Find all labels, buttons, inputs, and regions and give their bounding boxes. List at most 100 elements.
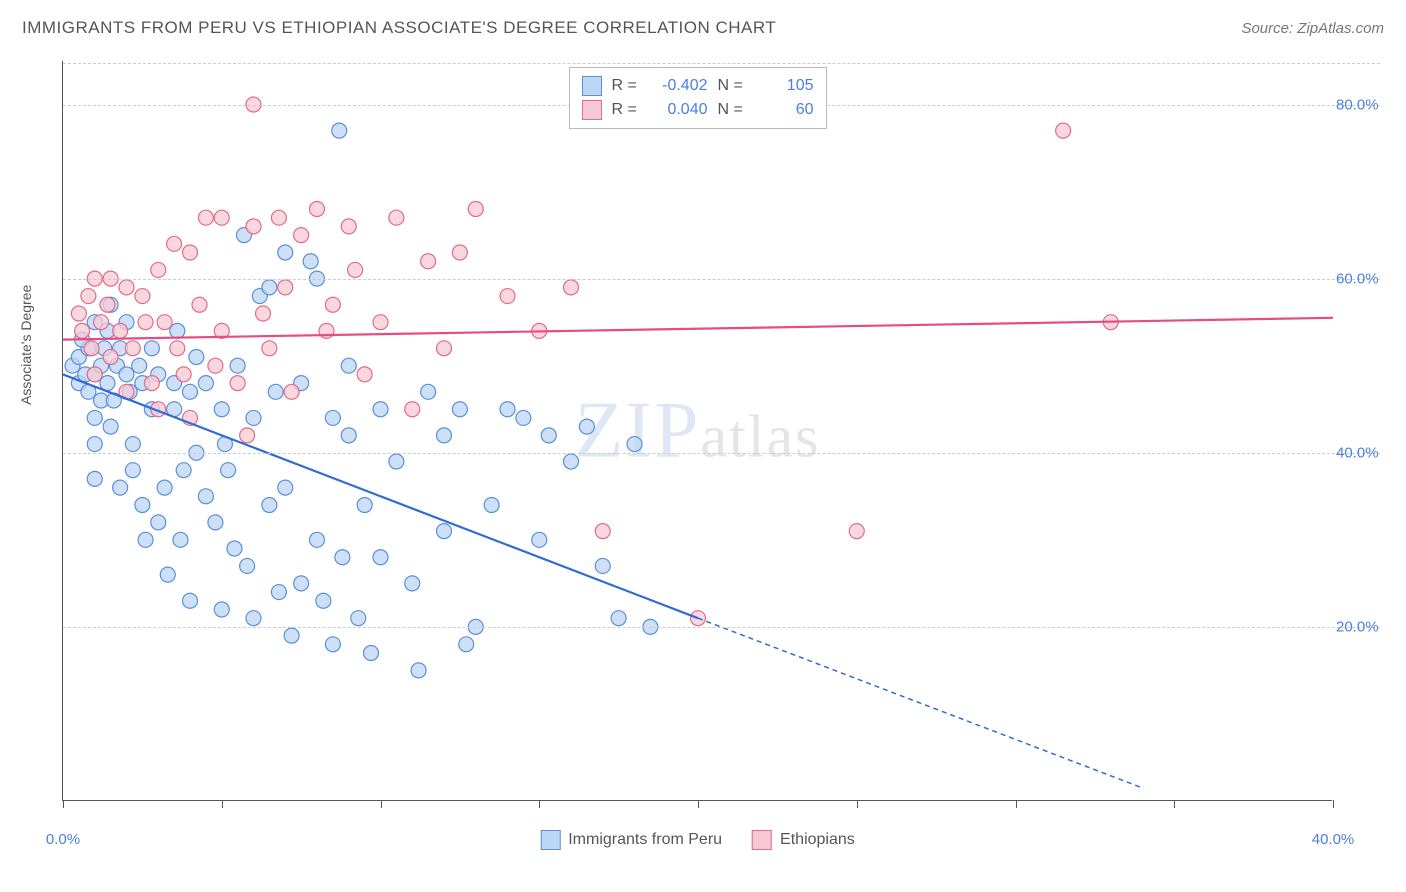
data-point bbox=[157, 480, 172, 495]
ytick-label: 20.0% bbox=[1336, 618, 1384, 635]
data-point bbox=[87, 437, 102, 452]
data-point bbox=[151, 262, 166, 277]
xtick-label: 40.0% bbox=[1312, 831, 1355, 848]
legend-r-peru: -0.402 bbox=[650, 74, 708, 98]
xtick bbox=[1333, 800, 1334, 808]
data-point bbox=[516, 410, 531, 425]
scatter-svg bbox=[63, 61, 1332, 800]
data-point bbox=[611, 611, 626, 626]
data-point bbox=[125, 341, 140, 356]
legend-r-label: R = bbox=[612, 74, 640, 98]
data-point bbox=[214, 210, 229, 225]
data-point bbox=[452, 402, 467, 417]
legend-row-peru: R = -0.402 N = 105 bbox=[582, 74, 814, 98]
data-point bbox=[421, 384, 436, 399]
data-point bbox=[316, 593, 331, 608]
ytick-label: 80.0% bbox=[1336, 96, 1384, 113]
data-point bbox=[183, 384, 198, 399]
data-point bbox=[160, 567, 175, 582]
data-point bbox=[151, 515, 166, 530]
data-point bbox=[113, 480, 128, 495]
data-point bbox=[294, 576, 309, 591]
trend-line-extrapolated bbox=[698, 618, 1143, 788]
data-point bbox=[87, 410, 102, 425]
data-point bbox=[325, 637, 340, 652]
data-point bbox=[138, 532, 153, 547]
data-point bbox=[214, 402, 229, 417]
data-point bbox=[144, 341, 159, 356]
legend-r-label: R = bbox=[612, 98, 640, 122]
data-point bbox=[271, 585, 286, 600]
data-point bbox=[627, 437, 642, 452]
data-point bbox=[595, 524, 610, 539]
xtick bbox=[857, 800, 858, 808]
data-point bbox=[335, 550, 350, 565]
data-point bbox=[176, 367, 191, 382]
data-point bbox=[564, 280, 579, 295]
data-point bbox=[198, 489, 213, 504]
data-point bbox=[500, 402, 515, 417]
data-point bbox=[437, 428, 452, 443]
data-point bbox=[348, 262, 363, 277]
data-point bbox=[284, 628, 299, 643]
data-point bbox=[310, 202, 325, 217]
data-point bbox=[157, 315, 172, 330]
gridline-h bbox=[63, 453, 1380, 454]
data-point bbox=[459, 637, 474, 652]
data-point bbox=[579, 419, 594, 434]
xtick bbox=[1016, 800, 1017, 808]
data-point bbox=[325, 297, 340, 312]
data-point bbox=[170, 323, 185, 338]
data-point bbox=[170, 341, 185, 356]
data-point bbox=[262, 280, 277, 295]
xtick bbox=[381, 800, 382, 808]
data-point bbox=[421, 254, 436, 269]
data-point bbox=[246, 611, 261, 626]
xtick bbox=[698, 800, 699, 808]
data-point bbox=[189, 350, 204, 365]
ytick-label: 40.0% bbox=[1336, 444, 1384, 461]
swatch-peru bbox=[582, 76, 602, 96]
data-point bbox=[87, 367, 102, 382]
data-point bbox=[183, 245, 198, 260]
data-point bbox=[405, 402, 420, 417]
data-point bbox=[113, 323, 128, 338]
data-point bbox=[173, 532, 188, 547]
data-point bbox=[389, 454, 404, 469]
data-point bbox=[192, 297, 207, 312]
data-point bbox=[357, 367, 372, 382]
data-point bbox=[71, 306, 86, 321]
data-point bbox=[532, 532, 547, 547]
data-point bbox=[500, 289, 515, 304]
data-point bbox=[325, 410, 340, 425]
ytick-label: 60.0% bbox=[1336, 270, 1384, 287]
legend-row-ethiopians: R = 0.040 N = 60 bbox=[582, 98, 814, 122]
data-point bbox=[167, 236, 182, 251]
xtick bbox=[539, 800, 540, 808]
data-point bbox=[405, 576, 420, 591]
gridline-h bbox=[63, 279, 1380, 280]
data-point bbox=[849, 524, 864, 539]
data-point bbox=[351, 611, 366, 626]
data-point bbox=[437, 524, 452, 539]
data-point bbox=[484, 498, 499, 513]
data-point bbox=[389, 210, 404, 225]
legend-n-ethiopians: 60 bbox=[756, 98, 814, 122]
data-point bbox=[271, 210, 286, 225]
data-point bbox=[262, 341, 277, 356]
data-point bbox=[1056, 123, 1071, 138]
data-point bbox=[87, 471, 102, 486]
legend-item-peru: Immigrants from Peru bbox=[540, 830, 722, 850]
data-point bbox=[564, 454, 579, 469]
data-point bbox=[541, 428, 556, 443]
chart-container: Associate's Degree ZIPatlas R = -0.402 N… bbox=[22, 55, 1384, 875]
data-point bbox=[278, 245, 293, 260]
data-point bbox=[183, 593, 198, 608]
data-point bbox=[208, 358, 223, 373]
chart-title: IMMIGRANTS FROM PERU VS ETHIOPIAN ASSOCI… bbox=[22, 18, 776, 38]
data-point bbox=[125, 463, 140, 478]
data-point bbox=[595, 558, 610, 573]
legend-label-peru: Immigrants from Peru bbox=[568, 831, 722, 849]
y-axis-label: Associate's Degree bbox=[18, 285, 34, 405]
data-point bbox=[103, 350, 118, 365]
